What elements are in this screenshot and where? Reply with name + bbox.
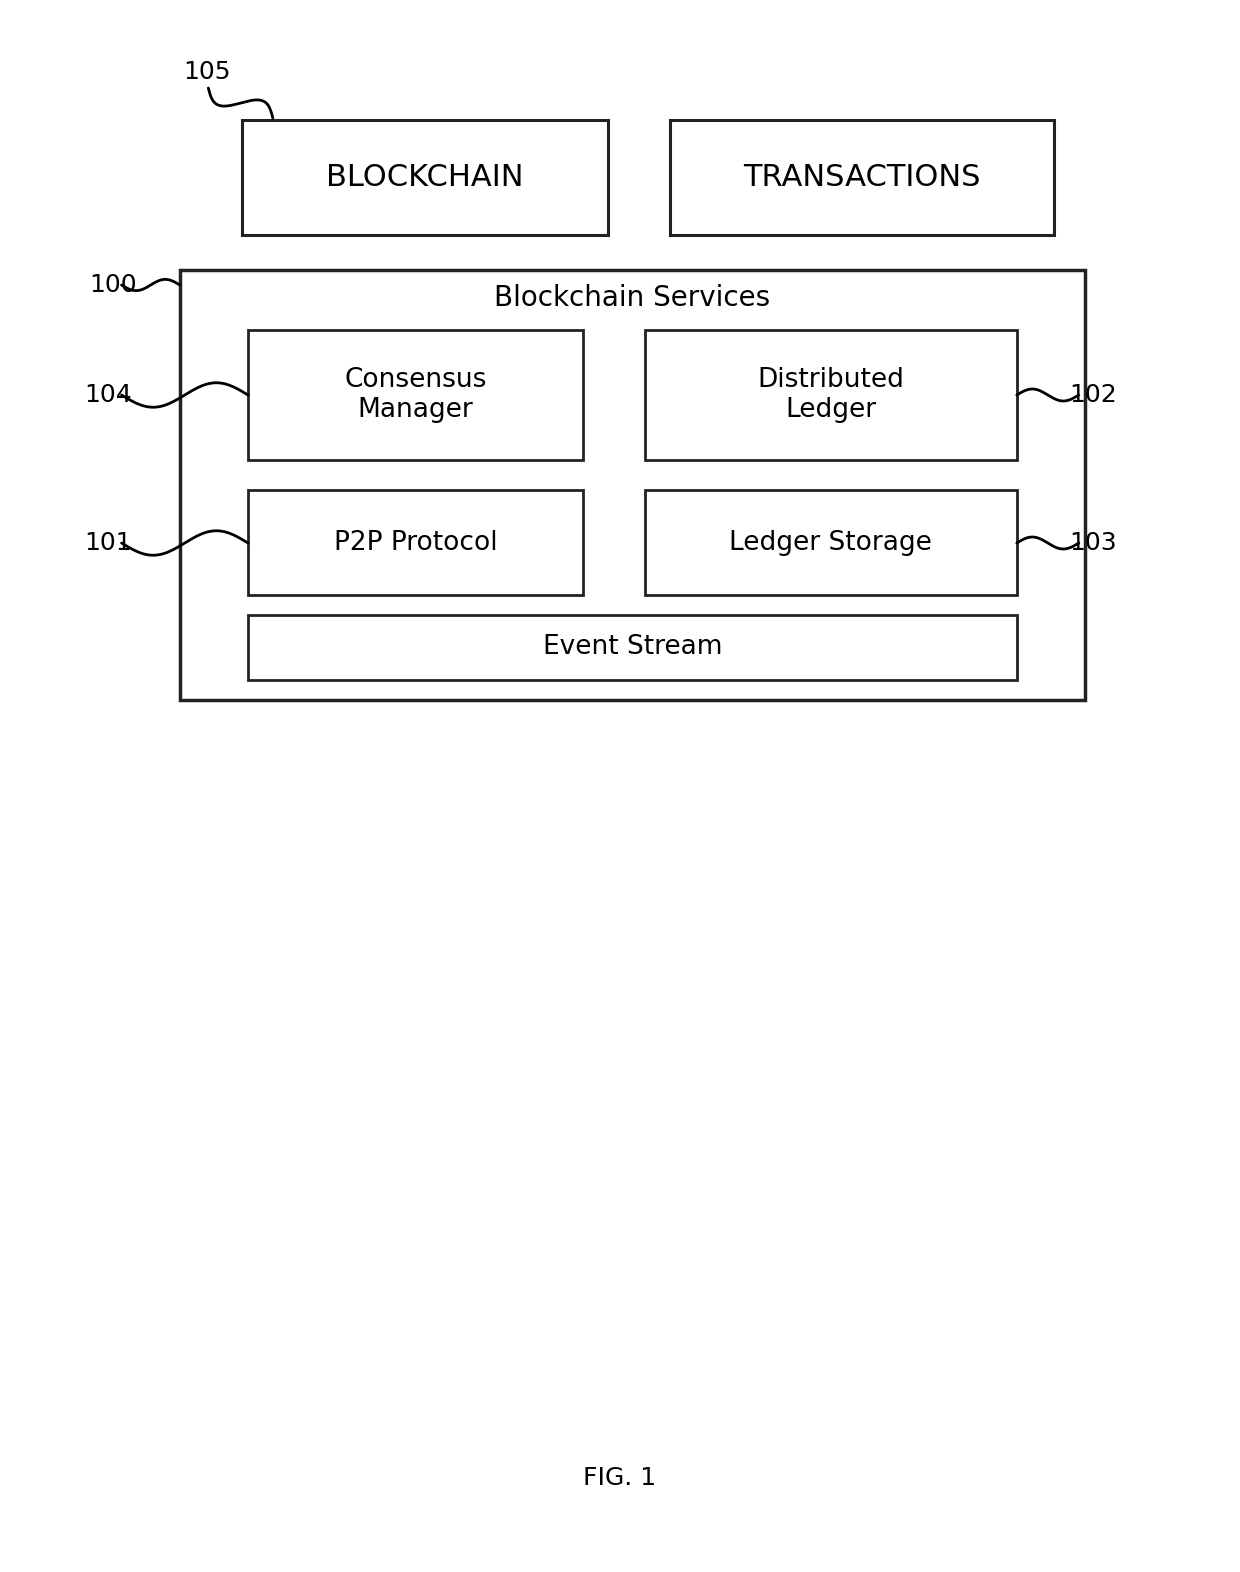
Bar [242,119,608,234]
Text: TRANSACTIONS: TRANSACTIONS [743,163,981,192]
Text: Consensus
Manager: Consensus Manager [345,366,486,423]
Text: FIG. 1: FIG. 1 [584,1465,656,1490]
Text: 100: 100 [89,274,136,297]
Text: 104: 104 [84,384,133,407]
Text: Distributed
Ledger: Distributed Ledger [758,366,904,423]
Bar [248,615,1017,681]
Text: Ledger Storage: Ledger Storage [729,530,932,555]
Bar [248,330,583,461]
Bar [670,119,1054,234]
Bar [248,490,583,594]
Text: 101: 101 [84,531,131,555]
Text: P2P Protocol: P2P Protocol [334,530,497,555]
Bar [645,490,1017,594]
Text: 103: 103 [1069,531,1116,555]
Bar [180,270,1085,700]
Text: BLOCKCHAIN: BLOCKCHAIN [326,163,523,192]
Text: Event Stream: Event Stream [543,635,722,660]
Bar [645,330,1017,461]
Text: 102: 102 [1069,384,1117,407]
Text: 105: 105 [184,60,231,83]
Text: Blockchain Services: Blockchain Services [495,285,770,311]
